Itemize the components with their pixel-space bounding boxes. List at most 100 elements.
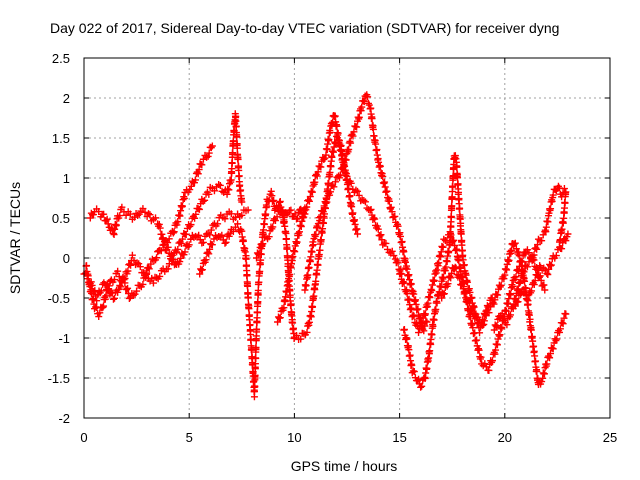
data-point-marker (424, 299, 432, 307)
data-point-marker (222, 238, 230, 246)
data-point-marker (433, 266, 441, 274)
data-point-marker (387, 203, 395, 211)
data-point-marker (139, 205, 147, 213)
data-point-marker (537, 276, 545, 284)
data-point-marker (519, 271, 527, 279)
data-point-marker (250, 377, 258, 385)
data-point-marker (418, 320, 426, 328)
data-point-marker (287, 301, 295, 309)
data-point-marker (148, 255, 156, 263)
data-point-marker (207, 144, 215, 152)
data-point-marker (187, 182, 195, 190)
data-point-marker (274, 318, 282, 326)
data-point-marker (417, 383, 425, 391)
series-sat-track-10 (438, 239, 570, 388)
series-sat-track-6 (274, 112, 406, 326)
data-point-marker (306, 193, 314, 201)
data-point-marker (336, 140, 344, 148)
data-point-marker (425, 354, 433, 362)
data-point-marker (333, 122, 341, 130)
data-point-marker (153, 254, 161, 262)
data-point-marker (160, 240, 168, 248)
data-point-marker (205, 149, 213, 157)
data-point-marker (449, 237, 457, 245)
data-point-marker (370, 214, 378, 222)
x-tick-label: 15 (392, 430, 406, 445)
data-point-marker (511, 302, 519, 310)
data-point-marker (360, 98, 368, 106)
data-point-marker (198, 266, 206, 274)
data-point-marker (521, 277, 529, 285)
data-point-marker (485, 309, 493, 317)
data-point-marker (233, 133, 241, 141)
data-point-marker (388, 208, 396, 216)
data-point-marker (114, 267, 122, 275)
data-point-marker (488, 357, 496, 365)
data-point-marker (187, 221, 195, 229)
data-point-marker (286, 270, 294, 278)
data-point-marker (451, 242, 459, 250)
data-point-marker (426, 347, 434, 355)
data-point-marker (148, 274, 156, 282)
data-point-marker (165, 260, 173, 268)
data-point-marker (177, 240, 185, 248)
y-tick-label: -1 (58, 331, 70, 346)
data-point-marker (145, 265, 153, 273)
data-point-marker (521, 289, 529, 297)
data-point-marker (260, 234, 268, 242)
data-point-marker (349, 132, 357, 140)
data-point-marker (410, 312, 418, 320)
data-point-marker (409, 311, 417, 319)
data-point-marker (376, 162, 384, 170)
data-point-marker (379, 241, 387, 249)
data-point-marker (340, 161, 348, 169)
data-point-marker (477, 353, 485, 361)
data-point-marker (256, 267, 264, 275)
data-point-marker (139, 280, 147, 288)
y-tick-label: -2 (58, 411, 70, 426)
data-point-marker (350, 128, 358, 136)
data-point-marker (497, 281, 505, 289)
data-point-marker (300, 213, 308, 221)
data-point-marker (400, 279, 408, 287)
data-point-marker (408, 361, 416, 369)
data-point-marker (562, 237, 570, 245)
x-tick-label: 25 (603, 430, 617, 445)
plot-frame (83, 57, 611, 419)
data-point-marker (491, 296, 499, 304)
data-point-marker (347, 179, 355, 187)
data-point-marker (423, 318, 431, 326)
data-point-marker (365, 101, 373, 109)
data-point-marker (273, 213, 281, 221)
data-point-marker (376, 232, 384, 240)
x-tick-label: 10 (287, 430, 301, 445)
data-point-marker (432, 306, 440, 314)
data-point-marker (244, 282, 252, 290)
data-point-marker (519, 286, 527, 294)
data-point-marker (316, 246, 324, 254)
data-point-marker (430, 316, 438, 324)
data-point-marker (544, 271, 552, 279)
data-point-marker (352, 186, 360, 194)
data-point-marker (204, 152, 212, 160)
data-point-marker (311, 178, 319, 186)
data-point-marker (462, 271, 470, 279)
data-point-marker (203, 230, 211, 238)
data-point-marker (533, 245, 541, 253)
data-point-marker (533, 368, 541, 376)
data-point-marker (326, 168, 334, 176)
data-point-marker (346, 192, 354, 200)
data-point-marker (345, 146, 353, 154)
data-point-marker (410, 368, 418, 376)
data-point-marker (498, 310, 506, 318)
data-point-marker (192, 210, 200, 218)
data-point-marker (241, 248, 249, 256)
data-point-marker (560, 185, 568, 193)
data-point-marker (516, 278, 524, 286)
data-point-marker (322, 199, 330, 207)
data-point-marker (255, 250, 263, 258)
data-point-marker (366, 206, 374, 214)
data-point-marker (397, 270, 405, 278)
data-point-marker (390, 252, 398, 260)
data-point-marker (227, 176, 235, 184)
